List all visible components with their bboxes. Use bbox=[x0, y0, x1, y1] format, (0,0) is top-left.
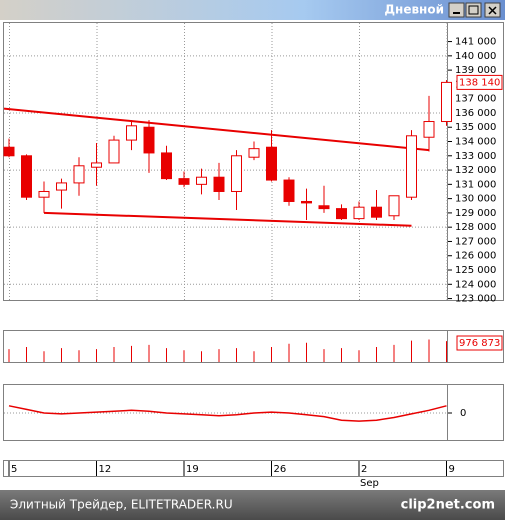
candle-body bbox=[91, 162, 102, 168]
y-tick-label: 137 000 bbox=[455, 94, 496, 105]
candle-body bbox=[406, 135, 417, 198]
oscillator-tick-label: 0 bbox=[460, 408, 466, 419]
y-tick-label: 131 000 bbox=[455, 179, 496, 190]
trendline bbox=[3, 107, 430, 152]
candle-body bbox=[38, 190, 50, 198]
y-tick-label: 128 000 bbox=[455, 222, 496, 233]
candle-body bbox=[353, 206, 365, 220]
candle-body bbox=[248, 148, 260, 158]
y-tick-label: 130 000 bbox=[455, 194, 496, 205]
candle-body bbox=[56, 182, 67, 191]
minimize-button[interactable] bbox=[448, 2, 465, 18]
candle-body bbox=[388, 195, 400, 217]
candle-body bbox=[21, 155, 32, 198]
x-tick-label: 9 bbox=[449, 464, 455, 475]
candle-body bbox=[126, 125, 137, 141]
candle-body bbox=[231, 155, 242, 192]
window-title: Дневной bbox=[384, 3, 444, 17]
y-tick-label: 134 000 bbox=[455, 137, 496, 148]
footer bbox=[0, 490, 505, 520]
candle-body bbox=[336, 208, 347, 220]
y-tick-label: 141 000 bbox=[455, 37, 496, 48]
oscillator-panel bbox=[3, 384, 504, 441]
last-price-box bbox=[456, 74, 503, 90]
y-tick-label: 133 000 bbox=[455, 151, 496, 162]
y-tick-label: 125 000 bbox=[455, 265, 496, 276]
volume-label: 976 873 bbox=[459, 338, 500, 349]
chart-background bbox=[0, 20, 505, 490]
window-buttons[interactable] bbox=[448, 2, 501, 18]
x-tick-label: 26 bbox=[274, 464, 287, 475]
last-price-label: 138 140 bbox=[459, 77, 500, 88]
trendline bbox=[43, 211, 412, 227]
footer-text: Элитный Трейдер, ELITETRADER.RU bbox=[10, 498, 233, 512]
candle-body bbox=[3, 146, 15, 157]
candle-body bbox=[213, 176, 225, 192]
y-tick-label: 140 000 bbox=[455, 51, 496, 62]
y-tick-label: 124 000 bbox=[455, 279, 496, 290]
y-tick-label: 136 000 bbox=[455, 108, 496, 119]
x-tick-label: 19 bbox=[186, 464, 199, 475]
y-tick-label: 129 000 bbox=[455, 208, 496, 219]
y-tick-label: 123 000 bbox=[455, 294, 496, 305]
footer-logo[interactable]: clip2net.com bbox=[401, 498, 495, 513]
candle-body bbox=[283, 179, 295, 202]
y-tick-label: 135 000 bbox=[455, 122, 496, 133]
candle-body bbox=[266, 146, 277, 181]
y-tick-label: 126 000 bbox=[455, 251, 496, 262]
x-tick-label: 2 bbox=[361, 464, 367, 475]
candle-body bbox=[371, 206, 382, 218]
price-panel bbox=[3, 22, 504, 301]
candle-body bbox=[73, 165, 85, 184]
candle-body bbox=[318, 205, 330, 210]
oscillator-line bbox=[8, 405, 447, 422]
candle-body bbox=[143, 126, 155, 154]
x-tick-label: 5 bbox=[11, 464, 17, 475]
date-axis-panel bbox=[3, 460, 504, 477]
candle-body bbox=[108, 139, 120, 164]
volume-label-box bbox=[456, 335, 503, 351]
volume-panel bbox=[3, 330, 504, 363]
x-tick-label: 12 bbox=[99, 464, 112, 475]
candle-body bbox=[301, 200, 312, 204]
y-tick-label: 132 000 bbox=[455, 165, 496, 176]
maximize-button[interactable] bbox=[465, 2, 482, 18]
candle-body bbox=[196, 176, 207, 185]
candle-body bbox=[441, 81, 452, 123]
candle-body bbox=[178, 178, 190, 185]
candle-body bbox=[423, 121, 435, 138]
title-bar bbox=[0, 0, 505, 20]
y-tick-label: 139 000 bbox=[455, 65, 496, 76]
y-tick-label: 127 000 bbox=[455, 236, 496, 247]
candle-body bbox=[161, 152, 172, 180]
month-label: Sep bbox=[360, 478, 379, 489]
